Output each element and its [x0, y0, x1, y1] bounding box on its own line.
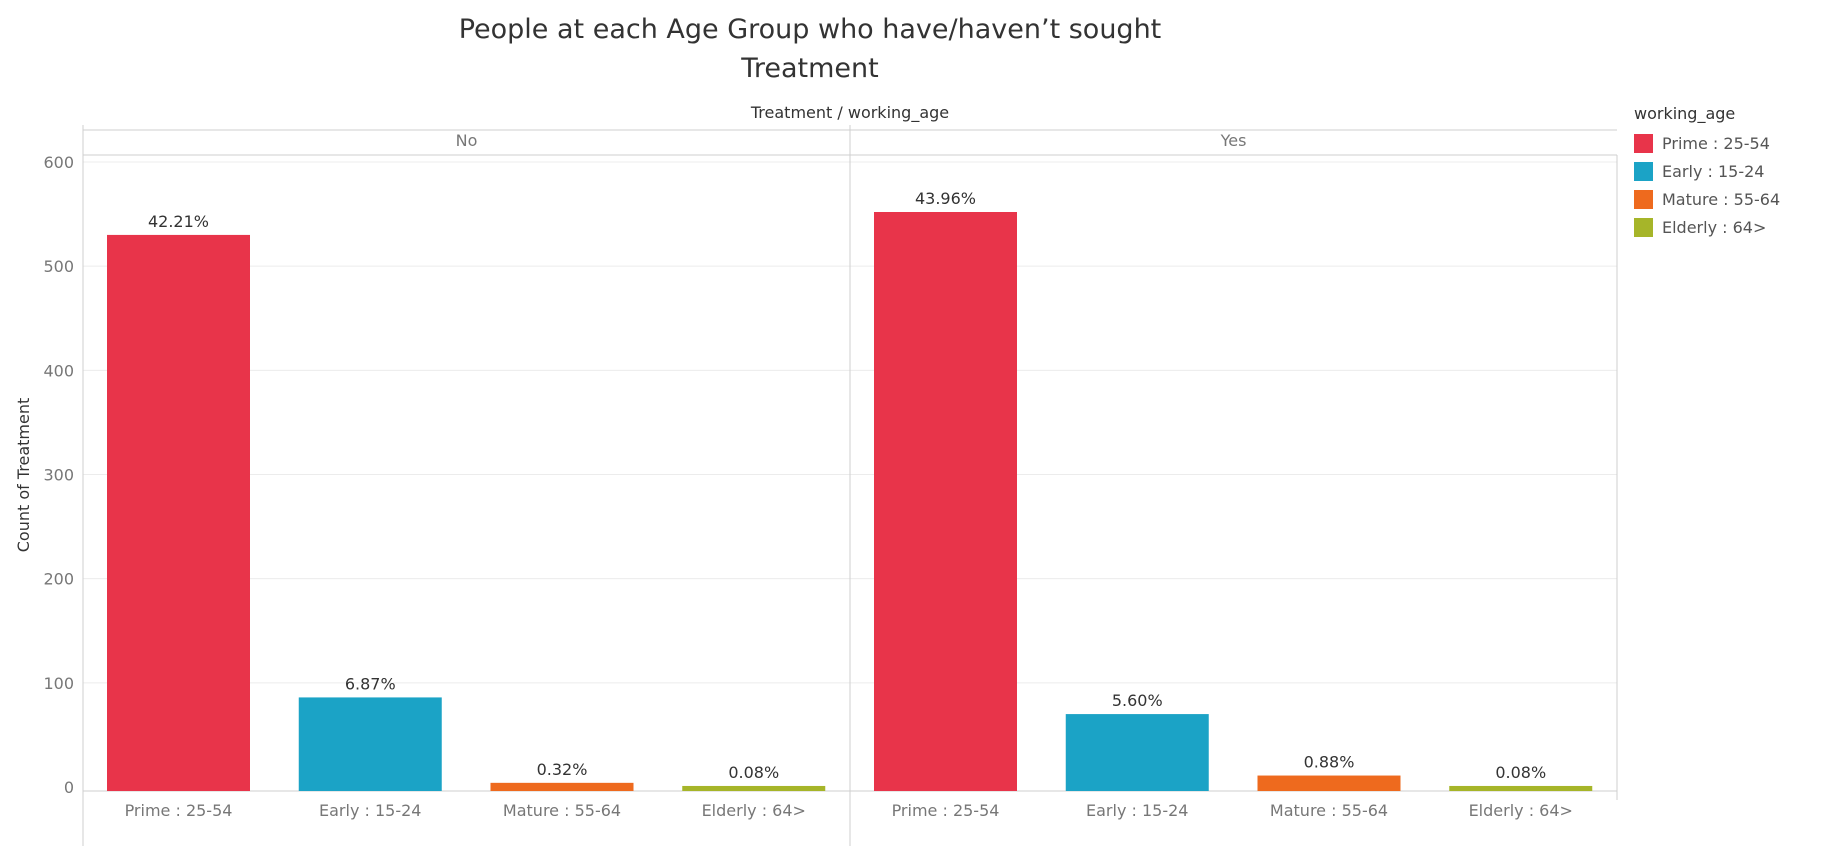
y-tick-label: 400	[43, 361, 74, 380]
data-label: 6.87%	[345, 674, 396, 693]
legend-swatch	[1634, 133, 1653, 153]
data-label: 5.60%	[1112, 691, 1163, 710]
y-tick-label: 100	[43, 674, 74, 693]
y-tick-label: 200	[43, 570, 74, 589]
x-tick-label: Early : 15-24	[319, 801, 421, 820]
bar	[298, 697, 442, 791]
legend-swatch	[1634, 217, 1653, 237]
legend-item-elderly[interactable]: Elderly : 64>	[1634, 213, 1780, 241]
legend-item-prime[interactable]: Prime : 25-54	[1634, 129, 1780, 157]
legend-swatch	[1634, 189, 1653, 209]
x-tick-label: Elderly : 64>	[1469, 801, 1573, 820]
x-tick-label: Prime : 25-54	[125, 801, 233, 820]
x-tick-label: Prime : 25-54	[892, 801, 1000, 820]
legend: working_age Prime : 25-54 Early : 15-24 …	[1634, 104, 1780, 241]
legend-title: working_age	[1634, 104, 1736, 123]
legend-label: Elderly : 64>	[1662, 217, 1767, 237]
panel-header-no: No	[456, 131, 478, 150]
legend-swatch	[1634, 161, 1653, 181]
data-label: 0.32%	[537, 760, 588, 779]
y-tick-label: 500	[43, 257, 74, 276]
y-tick-label: 300	[43, 466, 74, 485]
column-header: Treatment / working_age	[750, 103, 950, 122]
y-tick-label: 0	[64, 778, 74, 797]
data-label: 0.88%	[1304, 753, 1355, 772]
bar	[682, 785, 826, 791]
data-label: 42.21%	[148, 212, 209, 231]
bar	[1065, 714, 1209, 791]
bar	[874, 212, 1017, 791]
bar	[490, 782, 634, 791]
y-axis-title: Count of Treatment	[14, 398, 33, 553]
bar	[1257, 775, 1401, 791]
data-label: 0.08%	[1495, 763, 1546, 782]
panel-header-yes: Yes	[1220, 131, 1247, 150]
legend-label: Prime : 25-54	[1662, 133, 1770, 153]
legend-item-early[interactable]: Early : 15-24	[1634, 157, 1780, 185]
x-tick-label: Early : 15-24	[1086, 801, 1188, 820]
x-tick-label: Elderly : 64>	[702, 801, 806, 820]
legend-label: Early : 15-24	[1662, 161, 1765, 181]
y-tick-label: 600	[43, 153, 74, 172]
data-label: 43.96%	[915, 189, 976, 208]
chart-title-line1: People at each Age Group who have/haven’…	[458, 14, 1162, 45]
bar	[107, 234, 250, 791]
x-tick-label: Mature : 55-64	[1270, 801, 1388, 820]
legend-label: Mature : 55-64	[1662, 189, 1781, 209]
data-label: 0.08%	[728, 763, 779, 782]
legend-item-mature[interactable]: Mature : 55-64	[1634, 185, 1780, 213]
x-tick-label: Mature : 55-64	[503, 801, 621, 820]
bar	[1449, 785, 1593, 791]
chart-title-line2: Treatment	[741, 53, 879, 84]
chart-title: People at each Age Group who have/haven’…	[420, 10, 1200, 88]
